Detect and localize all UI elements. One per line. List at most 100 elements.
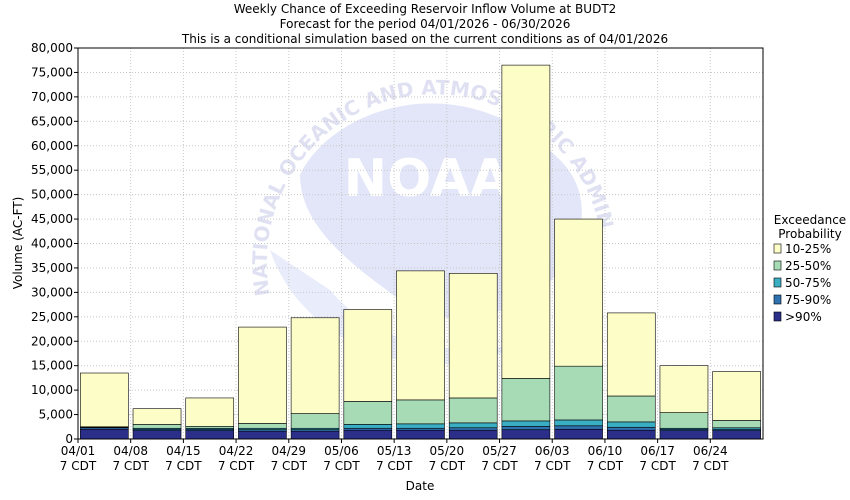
x-tick-sublabel: 7 CDT [587,459,624,473]
bar-segment [554,428,603,440]
x-tick-label: 06/24 [693,444,728,458]
x-tick-sublabel: 7 CDT [692,459,729,473]
chart-title-line: This is a conditional simulation based o… [181,32,668,46]
legend-label: 75-90% [785,293,831,307]
x-tick-sublabel: 7 CDT [481,459,518,473]
bar-segment [80,372,129,428]
x-tick-sublabel: 7 CDT [165,459,202,473]
bar-segment [501,378,551,422]
bar-segment [501,425,551,431]
bar-segment [80,428,129,440]
legend-label: 10-25% [785,242,831,256]
y-tick-label: 45,000 [31,212,73,226]
legend-title: Probability [778,227,841,241]
bar-segment [343,424,393,429]
bar-segment [132,430,182,440]
bar-segment [448,273,498,399]
bar-segment [448,429,498,440]
bar-segment [606,312,656,397]
x-tick-label: 05/27 [482,444,517,458]
x-tick-label: 04/22 [219,444,254,458]
y-tick-label: 10,000 [31,383,73,397]
x-axis-label: Date [406,479,435,493]
chart-title: Weekly Chance of Exceeding Reservoir Inf… [181,2,668,46]
y-tick-label: 40,000 [31,237,73,251]
y-tick-label: 25,000 [31,310,73,324]
y-tick-label: 35,000 [31,261,73,275]
x-tick-sublabel: 7 CDT [429,459,466,473]
x-tick-sublabel: 7 CDT [639,459,676,473]
y-axis-label: Volume (AC-FT) [11,197,25,290]
x-tick-label: 05/06 [324,444,359,458]
x-tick-sublabel: 7 CDT [271,459,308,473]
x-tick-label: 05/13 [377,444,412,458]
bar-segment [396,423,445,429]
legend-swatch [773,277,782,288]
x-tick-sublabel: 7 CDT [376,459,413,473]
legend-label: 50-75% [785,276,831,290]
chart-title-line: Forecast for the period 04/01/2026 - 06/… [280,17,571,31]
bar-segment [606,426,656,431]
bar-segment [606,395,656,423]
x-tick-sublabel: 7 CDT [218,459,255,473]
bar-segment [554,218,603,367]
legend-title: Exceedance [774,213,846,227]
bar-segment [501,420,551,427]
y-tick-label: 15,000 [31,359,73,373]
bar-segment [501,64,551,379]
bar-segment [712,371,761,421]
y-tick-label: 65,000 [31,114,73,128]
x-tick-label: 05/20 [430,444,465,458]
y-tick-label: 60,000 [31,139,73,153]
bar-segment [606,429,656,440]
x-tick-sublabel: 7 CDT [534,459,571,473]
bar-segment [712,430,761,440]
bar-segment [290,317,340,414]
bar-segment [554,365,603,421]
x-tick-label: 06/10 [588,444,623,458]
bar-segment [238,423,287,429]
y-tick-label: 20,000 [31,334,73,348]
bar-segment [448,397,498,424]
bar-segment [238,326,287,424]
x-tick-label: 04/01 [61,444,96,458]
bar-segment [343,401,393,425]
legend-label: 25-50% [785,259,831,273]
legend-swatch [773,311,782,322]
x-tick-label: 06/03 [535,444,570,458]
bar-segment [132,408,182,425]
y-tick-label: 30,000 [31,285,73,299]
bar-segment [448,422,498,429]
bar-segment [290,413,340,429]
x-tick-label: 04/29 [271,444,306,458]
legend-swatch [773,294,782,305]
bar-segment [396,429,445,440]
bar-segment [132,424,182,429]
bar-segment [238,430,287,440]
y-tick-label: 50,000 [31,188,73,202]
y-tick-label: 55,000 [31,163,73,177]
bar-segment [554,425,603,430]
x-tick-label: 06/17 [640,444,675,458]
bar-segment [554,419,603,427]
x-tick-sublabel: 7 CDT [60,459,97,473]
x-tick-sublabel: 7 CDT [112,459,149,473]
bars [80,64,761,440]
y-axis-ticks: 0 5,000 10,000 15,000 20,000 25,000 30,000 35,0… [31,41,78,446]
bar-segment [396,399,445,425]
bar-segment [501,429,551,440]
bar-segment [659,412,709,429]
bar-segment [659,365,709,413]
legend-label: >90% [785,310,822,324]
bar-segment [712,420,761,429]
bar-segment [290,430,340,440]
bar-segment [396,270,445,401]
y-tick-label: 0 [65,432,73,446]
legend-swatch [773,243,782,254]
x-tick-label: 04/15 [166,444,201,458]
x-tick-sublabel: 7 CDT [323,459,360,473]
x-tick-label: 04/08 [113,444,148,458]
